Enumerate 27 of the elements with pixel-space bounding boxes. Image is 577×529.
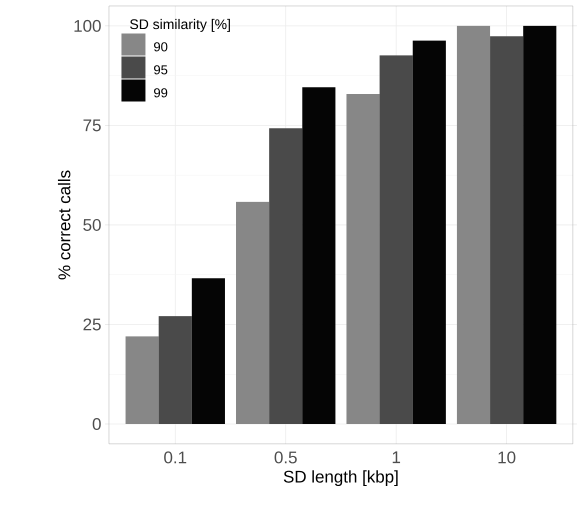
x-tick-label: 1 xyxy=(392,451,400,464)
legend-label: 95 xyxy=(154,65,168,74)
bar xyxy=(490,36,524,424)
y-tick-label: 25 xyxy=(83,318,101,331)
x-tick-label: 0.5 xyxy=(274,451,297,464)
x-tick-label: 10 xyxy=(498,451,516,464)
bar xyxy=(346,94,380,424)
y-tick-label: 50 xyxy=(83,218,101,231)
bar xyxy=(412,40,446,424)
bar xyxy=(302,87,336,424)
bar xyxy=(523,26,556,424)
x-tick-label: 0.1 xyxy=(164,451,186,464)
legend-title: SD similarity [%] xyxy=(130,18,230,32)
y-axis-title: % correct calls xyxy=(58,170,70,280)
y-tick-label: 0 xyxy=(92,418,101,430)
bar xyxy=(236,202,270,424)
bar xyxy=(126,336,159,424)
bar xyxy=(456,26,490,424)
bar xyxy=(192,278,225,424)
y-tick-label: 75 xyxy=(84,120,101,132)
bar xyxy=(380,55,413,424)
bar xyxy=(269,128,302,424)
legend-label: 99 xyxy=(154,88,168,98)
bar xyxy=(158,316,192,424)
x-axis-title: SD length [kbp] xyxy=(284,470,398,486)
y-tick-label: 100 xyxy=(74,20,101,32)
legend-label: 90 xyxy=(154,42,168,52)
